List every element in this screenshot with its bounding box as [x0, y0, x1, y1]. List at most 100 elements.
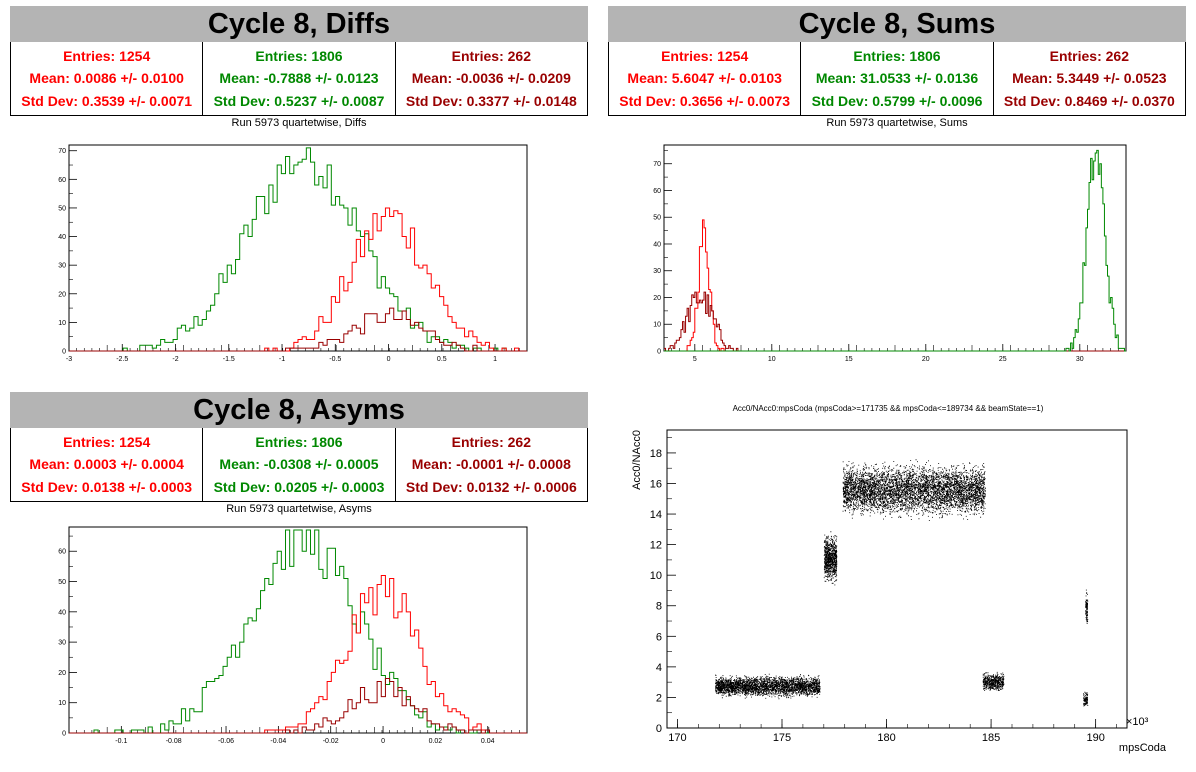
- asyms-panel: Cycle 8, Asyms Entries: 1254 Mean: 0.000…: [10, 392, 588, 517]
- x-tick-label: -0.08: [166, 738, 182, 745]
- asyms-histogram: -0.1 -0.08 -0.06 -0.04 -0.02 0 0.02 0.04 0 10 20 30…: [58, 526, 528, 745]
- y-tick-label: 10: [58, 700, 66, 707]
- stat-std: Std Dev: 0.0138 +/- 0.0003: [21, 478, 193, 495]
- diffs-stats-box: Entries: 1254 Mean: 0.0086 +/- 0.0100 St…: [10, 42, 588, 116]
- stat-std: Std Dev: 0.0132 +/- 0.0006: [405, 478, 577, 495]
- stat-mean: Mean: -0.7888 +/- 0.0123: [219, 70, 379, 87]
- histogram-series-red: [69, 207, 527, 352]
- sums-stats-box: Entries: 1254 Mean: 5.6047 +/- 0.0103 St…: [608, 42, 1186, 116]
- plot-frame: [663, 144, 1127, 352]
- y-tick-label: 14: [650, 509, 662, 521]
- x-tick-label: 20: [922, 356, 930, 363]
- y-tick-label: 30: [653, 268, 661, 275]
- x-tick-label: -2: [172, 356, 178, 363]
- x-tick-label: -1.5: [223, 356, 235, 363]
- x-tick-label: 0: [381, 738, 385, 745]
- y-tick-label: 60: [653, 188, 661, 195]
- histogram-series-darkred: [664, 291, 1126, 352]
- scatter-xlabel: mpsCoda: [1119, 742, 1167, 754]
- stat-entries: Entries: 1254: [63, 48, 151, 65]
- y-tick-label: 12: [650, 540, 662, 552]
- plot-frame: [666, 429, 1128, 729]
- y-tick-label: 20: [58, 670, 66, 677]
- sums-title: Cycle 8, Sums: [608, 6, 1186, 42]
- x-tick-label: 30: [1076, 356, 1084, 363]
- histogram-series-darkred: [69, 307, 527, 352]
- x-tick-label: 0.04: [481, 738, 495, 745]
- x-tick-label: 170: [668, 732, 686, 744]
- x-tick-label: -2.5: [116, 356, 128, 363]
- asyms-stats-box: Entries: 1254 Mean: 0.0003 +/- 0.0004 St…: [10, 428, 588, 502]
- x-tick-label: 190: [1086, 732, 1104, 744]
- y-tick-label: 50: [58, 205, 66, 212]
- sums-panel: Cycle 8, Sums Entries: 1254 Mean: 5.6047…: [608, 6, 1186, 131]
- y-tick-label: 8: [656, 601, 662, 613]
- stat-mean: Mean: 5.3449 +/- 0.0523: [1012, 70, 1167, 87]
- stat-std: Std Dev: 0.3539 +/- 0.0071: [21, 92, 193, 109]
- stat-std: Std Dev: 0.0205 +/- 0.0003: [213, 478, 385, 495]
- y-tick-label: 2: [656, 692, 662, 704]
- histogram-series-green: [664, 149, 1126, 352]
- scatter-ylabel: Acc0/NAcc0: [631, 430, 643, 490]
- diffs-panel: Cycle 8, Diffs Entries: 1254 Mean: 0.008…: [10, 6, 588, 131]
- stat-entries: Entries: 262: [451, 48, 531, 65]
- x-tick-label: 175: [773, 732, 791, 744]
- stat-entries: Entries: 1254: [63, 434, 151, 451]
- x-tick-label: -0.1: [115, 738, 127, 745]
- scatter-cluster: [1085, 589, 1089, 624]
- plot-frame: [68, 526, 528, 734]
- diffs-stats-red: Entries: 1254 Mean: 0.0086 +/- 0.0100 St…: [11, 42, 202, 115]
- scatter-cluster: [823, 531, 838, 586]
- x-tick-label: -0.02: [323, 738, 339, 745]
- stat-entries: Entries: 1806: [255, 48, 343, 65]
- stat-mean: Mean: 0.0086 +/- 0.0100: [29, 70, 184, 87]
- y-tick-label: 30: [58, 263, 66, 270]
- y-tick-label: 40: [58, 609, 66, 616]
- stat-mean: Mean: 0.0003 +/- 0.0004: [29, 456, 184, 473]
- y-tick-label: 20: [653, 295, 661, 302]
- asyms-title: Cycle 8, Asyms: [10, 392, 588, 428]
- x-tick-label: 0.5: [437, 356, 447, 363]
- scatter-cluster: [1083, 691, 1089, 707]
- y-tick-label: 70: [653, 161, 661, 168]
- x-tick-label: -0.5: [329, 356, 341, 363]
- x-tick-label: 15: [845, 356, 853, 363]
- y-tick-label: 70: [58, 148, 66, 155]
- x-tick-label: 25: [999, 356, 1007, 363]
- scatter-cluster: [982, 671, 1005, 691]
- stat-entries: Entries: 262: [1049, 48, 1129, 65]
- stat-std: Std Dev: 0.8469 +/- 0.0370: [1003, 92, 1175, 109]
- x-tick-label: 0: [387, 356, 391, 363]
- scatter-title: Acc0/NAcc0:mpsCoda (mpsCoda>=171735 && m…: [733, 404, 1044, 413]
- x-tick-label: -3: [66, 356, 72, 363]
- y-tick-label: 50: [653, 215, 661, 222]
- stat-mean: Mean: -0.0001 +/- 0.0008: [411, 456, 571, 473]
- y-tick-label: 60: [58, 549, 66, 556]
- x-tick-label: -0.04: [270, 738, 286, 745]
- stat-std: Std Dev: 0.3377 +/- 0.0148: [405, 92, 577, 109]
- sums-stats-red: Entries: 1254 Mean: 5.6047 +/- 0.0103 St…: [609, 42, 800, 115]
- y-tick-label: 10: [653, 322, 661, 329]
- asyms-subtitle: Run 5973 quartetwise, Asyms: [226, 503, 372, 515]
- x-tick-label: -1: [279, 356, 285, 363]
- y-tick-label: 4: [656, 662, 662, 674]
- histogram-series-green: [69, 147, 527, 352]
- asyms-stats-red: Entries: 1254 Mean: 0.0003 +/- 0.0004 St…: [11, 428, 202, 501]
- stat-entries: Entries: 1254: [661, 48, 749, 65]
- y-tick-label: 10: [58, 320, 66, 327]
- sums-histogram: 5 10 15 20 25 30 0 10 20 30 40 50 60 70: [653, 144, 1127, 363]
- scatter-x-multiplier: ×10³: [1126, 716, 1149, 728]
- sums-subtitle: Run 5973 quartetwise, Sums: [826, 117, 968, 129]
- y-tick-label: 18: [650, 448, 662, 460]
- histogram-series-red: [664, 219, 1126, 352]
- stat-std: Std Dev: 0.3656 +/- 0.0073: [619, 92, 791, 109]
- x-tick-label: 0.02: [429, 738, 443, 745]
- histogram-series-red: [69, 574, 527, 734]
- y-tick-label: 50: [58, 579, 66, 586]
- y-tick-label: 16: [650, 478, 662, 490]
- scatter-cluster: [715, 673, 821, 700]
- stat-entries: Entries: 1806: [255, 434, 343, 451]
- asyms-stats-darkred: Entries: 262 Mean: -0.0001 +/- 0.0008 St…: [394, 428, 587, 501]
- scatter-plot: Acc0/NAcc0:mpsCoda (mpsCoda>=171735 && m…: [631, 404, 1167, 754]
